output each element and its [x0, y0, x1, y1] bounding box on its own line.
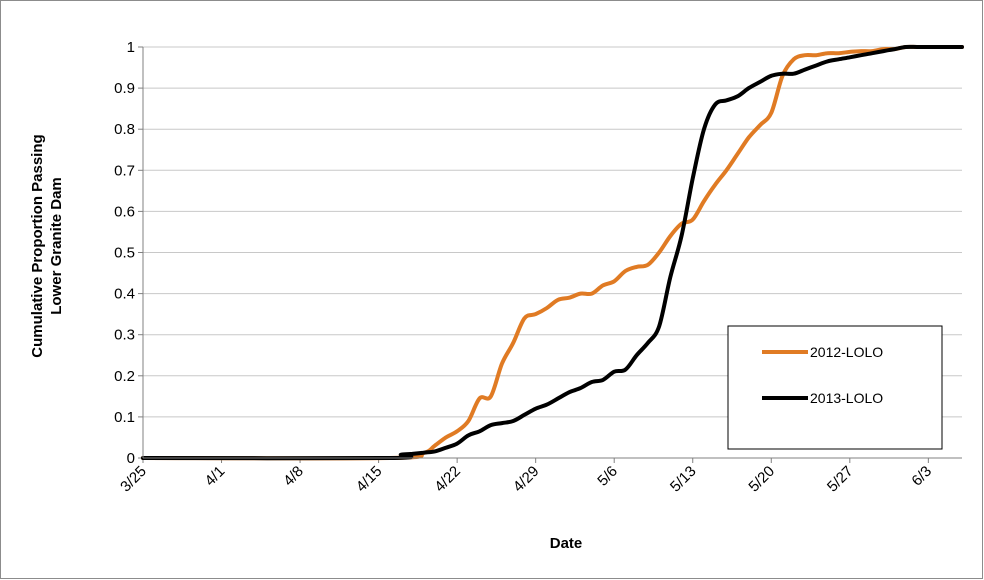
x-tick-label-7: 5/13: [667, 463, 700, 496]
series-line-2013-LOLO: [141, 44, 964, 461]
y-tick-label-1: 0.1: [114, 409, 135, 426]
y-tick-label-4: 0.4: [114, 286, 135, 303]
x-tick-labels: 3/25 4/1 4/8 4/15 4/22 4/29 5/6 5/13 5/20 5/27 6/3: [117, 458, 935, 495]
x-tick-label-10: 6/3: [908, 463, 935, 490]
x-tick-label-4: 4/22: [431, 463, 464, 496]
y-tick-label-6: 0.6: [114, 203, 135, 220]
legend-box: [727, 325, 943, 450]
y-tick-label-9: 0.9: [114, 80, 135, 97]
legend-label-2013: 2013-LOLO: [810, 390, 883, 406]
y-tick-label-5: 0.5: [114, 245, 135, 262]
y-axis-title-line-2: Lower Granite Dam: [48, 177, 65, 315]
y-tick-label-7: 0.7: [114, 162, 135, 179]
series-lines: [141, 44, 964, 461]
series-line-2012-LOLO: [141, 44, 964, 461]
x-tick-label-1: 4/1: [202, 463, 229, 490]
x-tick-label-9: 5/27: [824, 463, 857, 496]
x-tick-label-6: 5/6: [594, 463, 621, 490]
y-tick-label-3: 0.3: [114, 327, 135, 344]
x-axis-title: Date: [550, 535, 583, 552]
x-tick-label-5: 4/29: [510, 463, 543, 496]
y-tick-labels: 0 0.1 0.2 0.3 0.4 0.5 0.6 0.7 0.8 0.9 1: [114, 39, 135, 467]
x-tick-label-8: 5/20: [745, 463, 778, 496]
x-tick-label-3: 4/15: [353, 463, 386, 496]
y-tick-label-0: 0: [127, 450, 135, 467]
y-tick-label-2: 0.2: [114, 368, 135, 385]
x-tick-label-2: 4/8: [280, 463, 307, 490]
y-axis-title-line-1: Cumulative Proportion Passing: [29, 134, 46, 357]
legend: 2012-LOLO 2013-LOLO: [727, 325, 943, 450]
legend-label-2012: 2012-LOLO: [810, 344, 883, 360]
y-tick-label-10: 1: [127, 39, 135, 56]
x-tick-label-0: 3/25: [117, 463, 150, 496]
y-tick-label-8: 0.8: [114, 121, 135, 138]
